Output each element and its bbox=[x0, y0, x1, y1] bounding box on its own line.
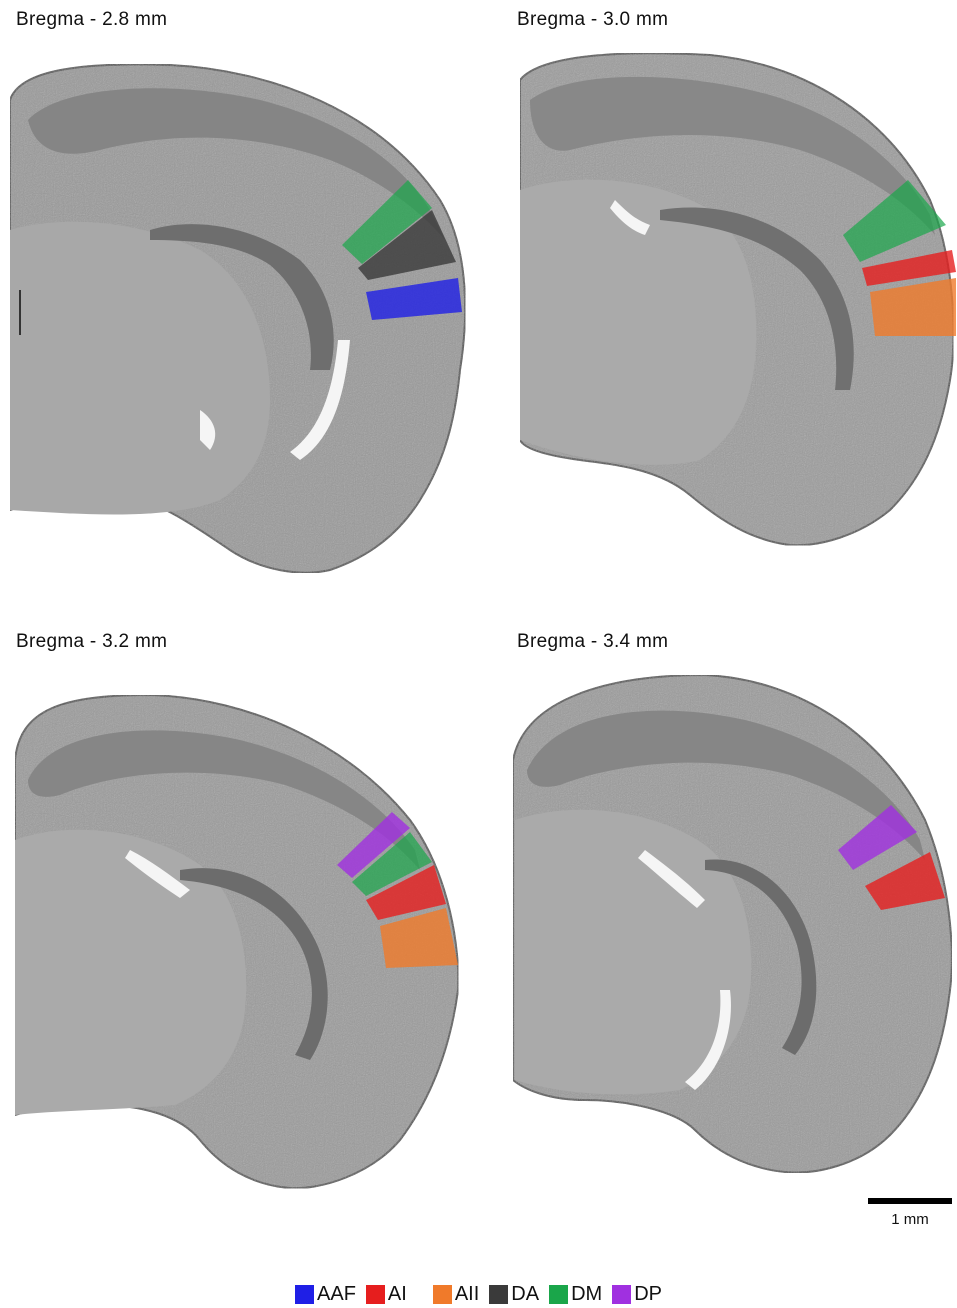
legend-swatch bbox=[365, 1285, 385, 1304]
panel-label-bregma-2-8: Bregma - 2.8 mm bbox=[16, 9, 168, 30]
legend-label: DM bbox=[571, 1283, 603, 1305]
legend-item-ai: AI bbox=[365, 1283, 407, 1306]
legend: AAF AI AII DA DM DP bbox=[0, 1283, 957, 1306]
region-aii bbox=[380, 908, 458, 968]
legend-item-aii: AII bbox=[432, 1283, 480, 1306]
region-da bbox=[358, 210, 456, 280]
legend-label: AII bbox=[454, 1283, 480, 1305]
region-aaf bbox=[366, 278, 462, 320]
panel-label-bregma-3-0: Bregma - 3.0 mm bbox=[517, 9, 669, 30]
brain-section-image bbox=[14, 693, 460, 1190]
region-ai bbox=[865, 852, 945, 910]
region-aii bbox=[870, 278, 956, 336]
legend-item-aaf: AAF bbox=[295, 1283, 356, 1306]
region-ai bbox=[366, 865, 446, 920]
legend-label: AI bbox=[387, 1283, 407, 1305]
scale-bar-label: 1 mm bbox=[891, 1211, 929, 1228]
region-dm bbox=[342, 180, 432, 264]
panel-label-bregma-3-2: Bregma - 3.2 mm bbox=[16, 631, 168, 652]
legend-swatch bbox=[432, 1285, 452, 1304]
legend-item-dp: DP bbox=[612, 1283, 662, 1306]
legend-label: DA bbox=[511, 1283, 540, 1305]
legend-swatch bbox=[612, 1285, 632, 1304]
scale-bar bbox=[868, 1198, 952, 1204]
legend-item-da: DA bbox=[489, 1283, 539, 1306]
brain-section-image bbox=[519, 52, 956, 547]
region-ai bbox=[862, 250, 956, 286]
region-dm bbox=[843, 180, 946, 262]
legend-item-dm: DM bbox=[549, 1283, 602, 1306]
legend-label: DP bbox=[634, 1283, 662, 1305]
brain-section-image bbox=[512, 673, 953, 1174]
legend-swatch bbox=[489, 1285, 509, 1304]
region-dp bbox=[337, 812, 410, 878]
brain-section-image bbox=[9, 63, 467, 574]
panel-label-bregma-3-4: Bregma - 3.4 mm bbox=[517, 631, 669, 652]
region-dp bbox=[838, 805, 917, 870]
legend-label: AAF bbox=[317, 1283, 356, 1305]
legend-swatch bbox=[549, 1285, 569, 1304]
legend-swatch bbox=[295, 1285, 315, 1304]
region-dm bbox=[352, 832, 432, 896]
